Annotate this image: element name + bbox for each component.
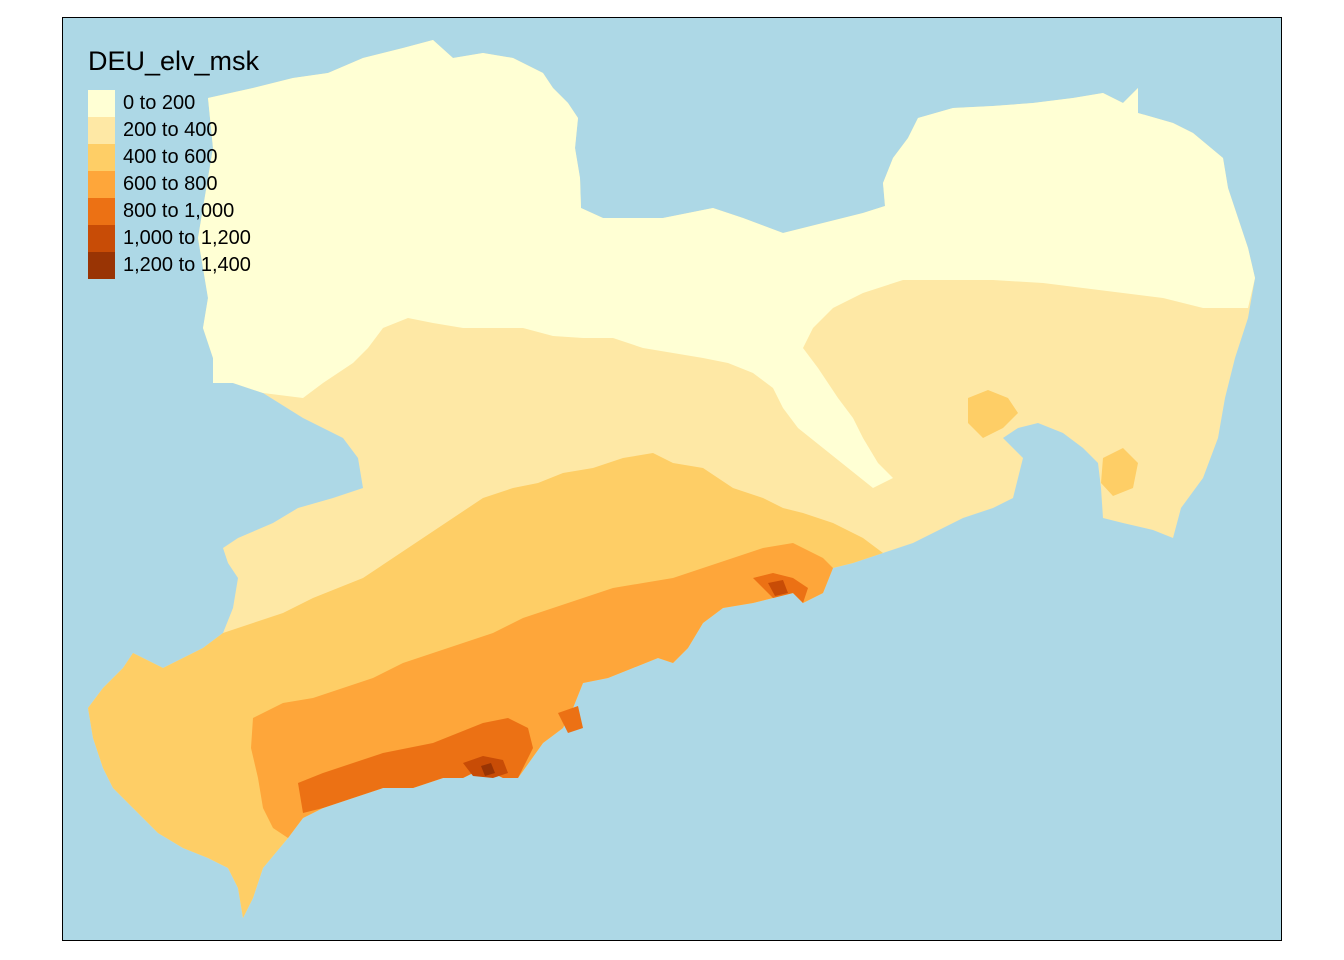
legend-swatch (88, 252, 115, 279)
class-0-200-area (198, 40, 1255, 488)
class-400-600-east (968, 390, 1018, 438)
legend-swatch (88, 117, 115, 144)
legend-label: 1,200 to 1,400 (123, 254, 251, 276)
legend-item: 1,200 to 1,400 (88, 252, 259, 279)
legend-item: 600 to 800 (88, 171, 259, 198)
legend-item: 200 to 400 (88, 117, 259, 144)
legend-item: 400 to 600 (88, 144, 259, 171)
legend-label: 600 to 800 (123, 173, 218, 195)
legend-item: 0 to 200 (88, 90, 259, 117)
legend-item: 800 to 1,000 (88, 198, 259, 225)
legend-swatch (88, 90, 115, 117)
legend-swatch (88, 171, 115, 198)
map-legend: DEU_elv_msk 0 to 200 200 to 400 400 to 6… (88, 45, 259, 279)
class-400-600-east-2 (1101, 448, 1138, 496)
class-1200-1400-area (481, 763, 495, 776)
legend-label: 200 to 400 (123, 119, 218, 141)
legend-label: 0 to 200 (123, 92, 196, 114)
legend-label: 1,000 to 1,200 (123, 227, 251, 249)
map-frame (62, 17, 1282, 941)
legend-swatch (88, 225, 115, 252)
elevation-raster-map (63, 18, 1281, 940)
legend-swatch (88, 144, 115, 171)
legend-label: 800 to 1,000 (123, 200, 235, 222)
class-800-1000-area (298, 718, 533, 813)
legend-swatch (88, 198, 115, 225)
class-1000-1200-area-2 (768, 580, 788, 596)
legend-item: 1,000 to 1,200 (88, 225, 259, 252)
legend-title: DEU_elv_msk (88, 46, 260, 76)
legend-label: 400 to 600 (123, 146, 218, 168)
class-800-1000-area-3 (558, 706, 583, 733)
